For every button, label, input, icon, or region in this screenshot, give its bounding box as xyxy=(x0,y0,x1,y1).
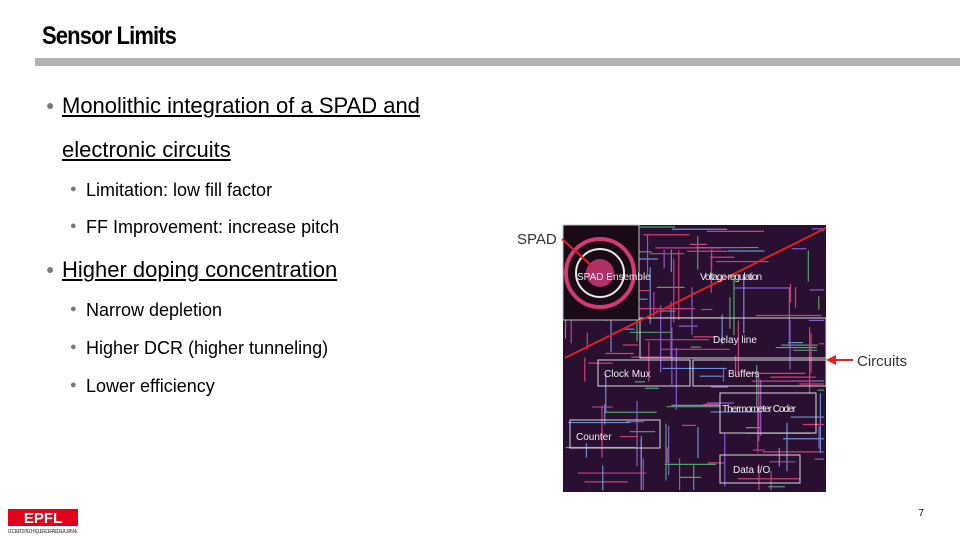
counter-block xyxy=(569,419,661,449)
slide-title: Sensor Limits xyxy=(42,22,177,50)
bullet-dot: ● xyxy=(70,220,77,232)
sub-bullet: FF Improvement: increase pitch xyxy=(86,217,340,237)
logo-caption: ECOLE POLYTECHNIQUE FEDERALE DE LAUSANNE xyxy=(8,529,79,535)
bullet: Higher doping concentration xyxy=(62,257,338,282)
bullet: Monolithic integration of a SPAD and ele… xyxy=(62,93,420,162)
block-label: SPAD Ensemble xyxy=(577,272,651,283)
arrow-head xyxy=(826,355,836,365)
sub-bullet: Lower efficiency xyxy=(86,376,215,396)
callout: Circuits xyxy=(857,353,907,370)
bullet-dot: ● xyxy=(70,303,77,315)
buffer-block xyxy=(692,359,827,387)
io-block xyxy=(719,454,801,484)
spad-ring xyxy=(564,237,636,309)
mux-block xyxy=(597,359,691,387)
block-label: Delay line xyxy=(713,335,757,346)
callout: SPAD xyxy=(517,231,557,248)
logo-box xyxy=(8,509,78,526)
block-label: Thermometer Coder xyxy=(722,404,797,415)
block-label: Voltage regulation xyxy=(700,272,762,283)
sub-bullet: Limitation: low fill factor xyxy=(86,180,273,200)
bullet-dot: ● xyxy=(46,261,55,277)
sub-bullet: Narrow depletion xyxy=(86,300,223,320)
spad-ring xyxy=(575,248,625,298)
block-label: Clock Mux xyxy=(604,369,651,380)
block-label: Buffers xyxy=(728,369,760,380)
block-label: Data I/O xyxy=(733,465,770,476)
bullet-dot: ● xyxy=(70,341,77,353)
divider-line xyxy=(564,227,827,359)
bullet-dot: ● xyxy=(70,183,77,195)
page-number: 7 xyxy=(918,508,924,519)
bullet-dot: ● xyxy=(70,379,77,391)
sub-bullet: Higher DCR (higher tunneling) xyxy=(86,338,329,358)
title-rule xyxy=(35,58,960,66)
block-label: Counter xyxy=(576,432,612,443)
callout-arrow xyxy=(561,238,595,269)
bullet-dot: ● xyxy=(46,97,55,113)
coder-block xyxy=(719,392,817,434)
delay-block xyxy=(639,317,827,359)
logo: EPFL xyxy=(24,510,62,527)
